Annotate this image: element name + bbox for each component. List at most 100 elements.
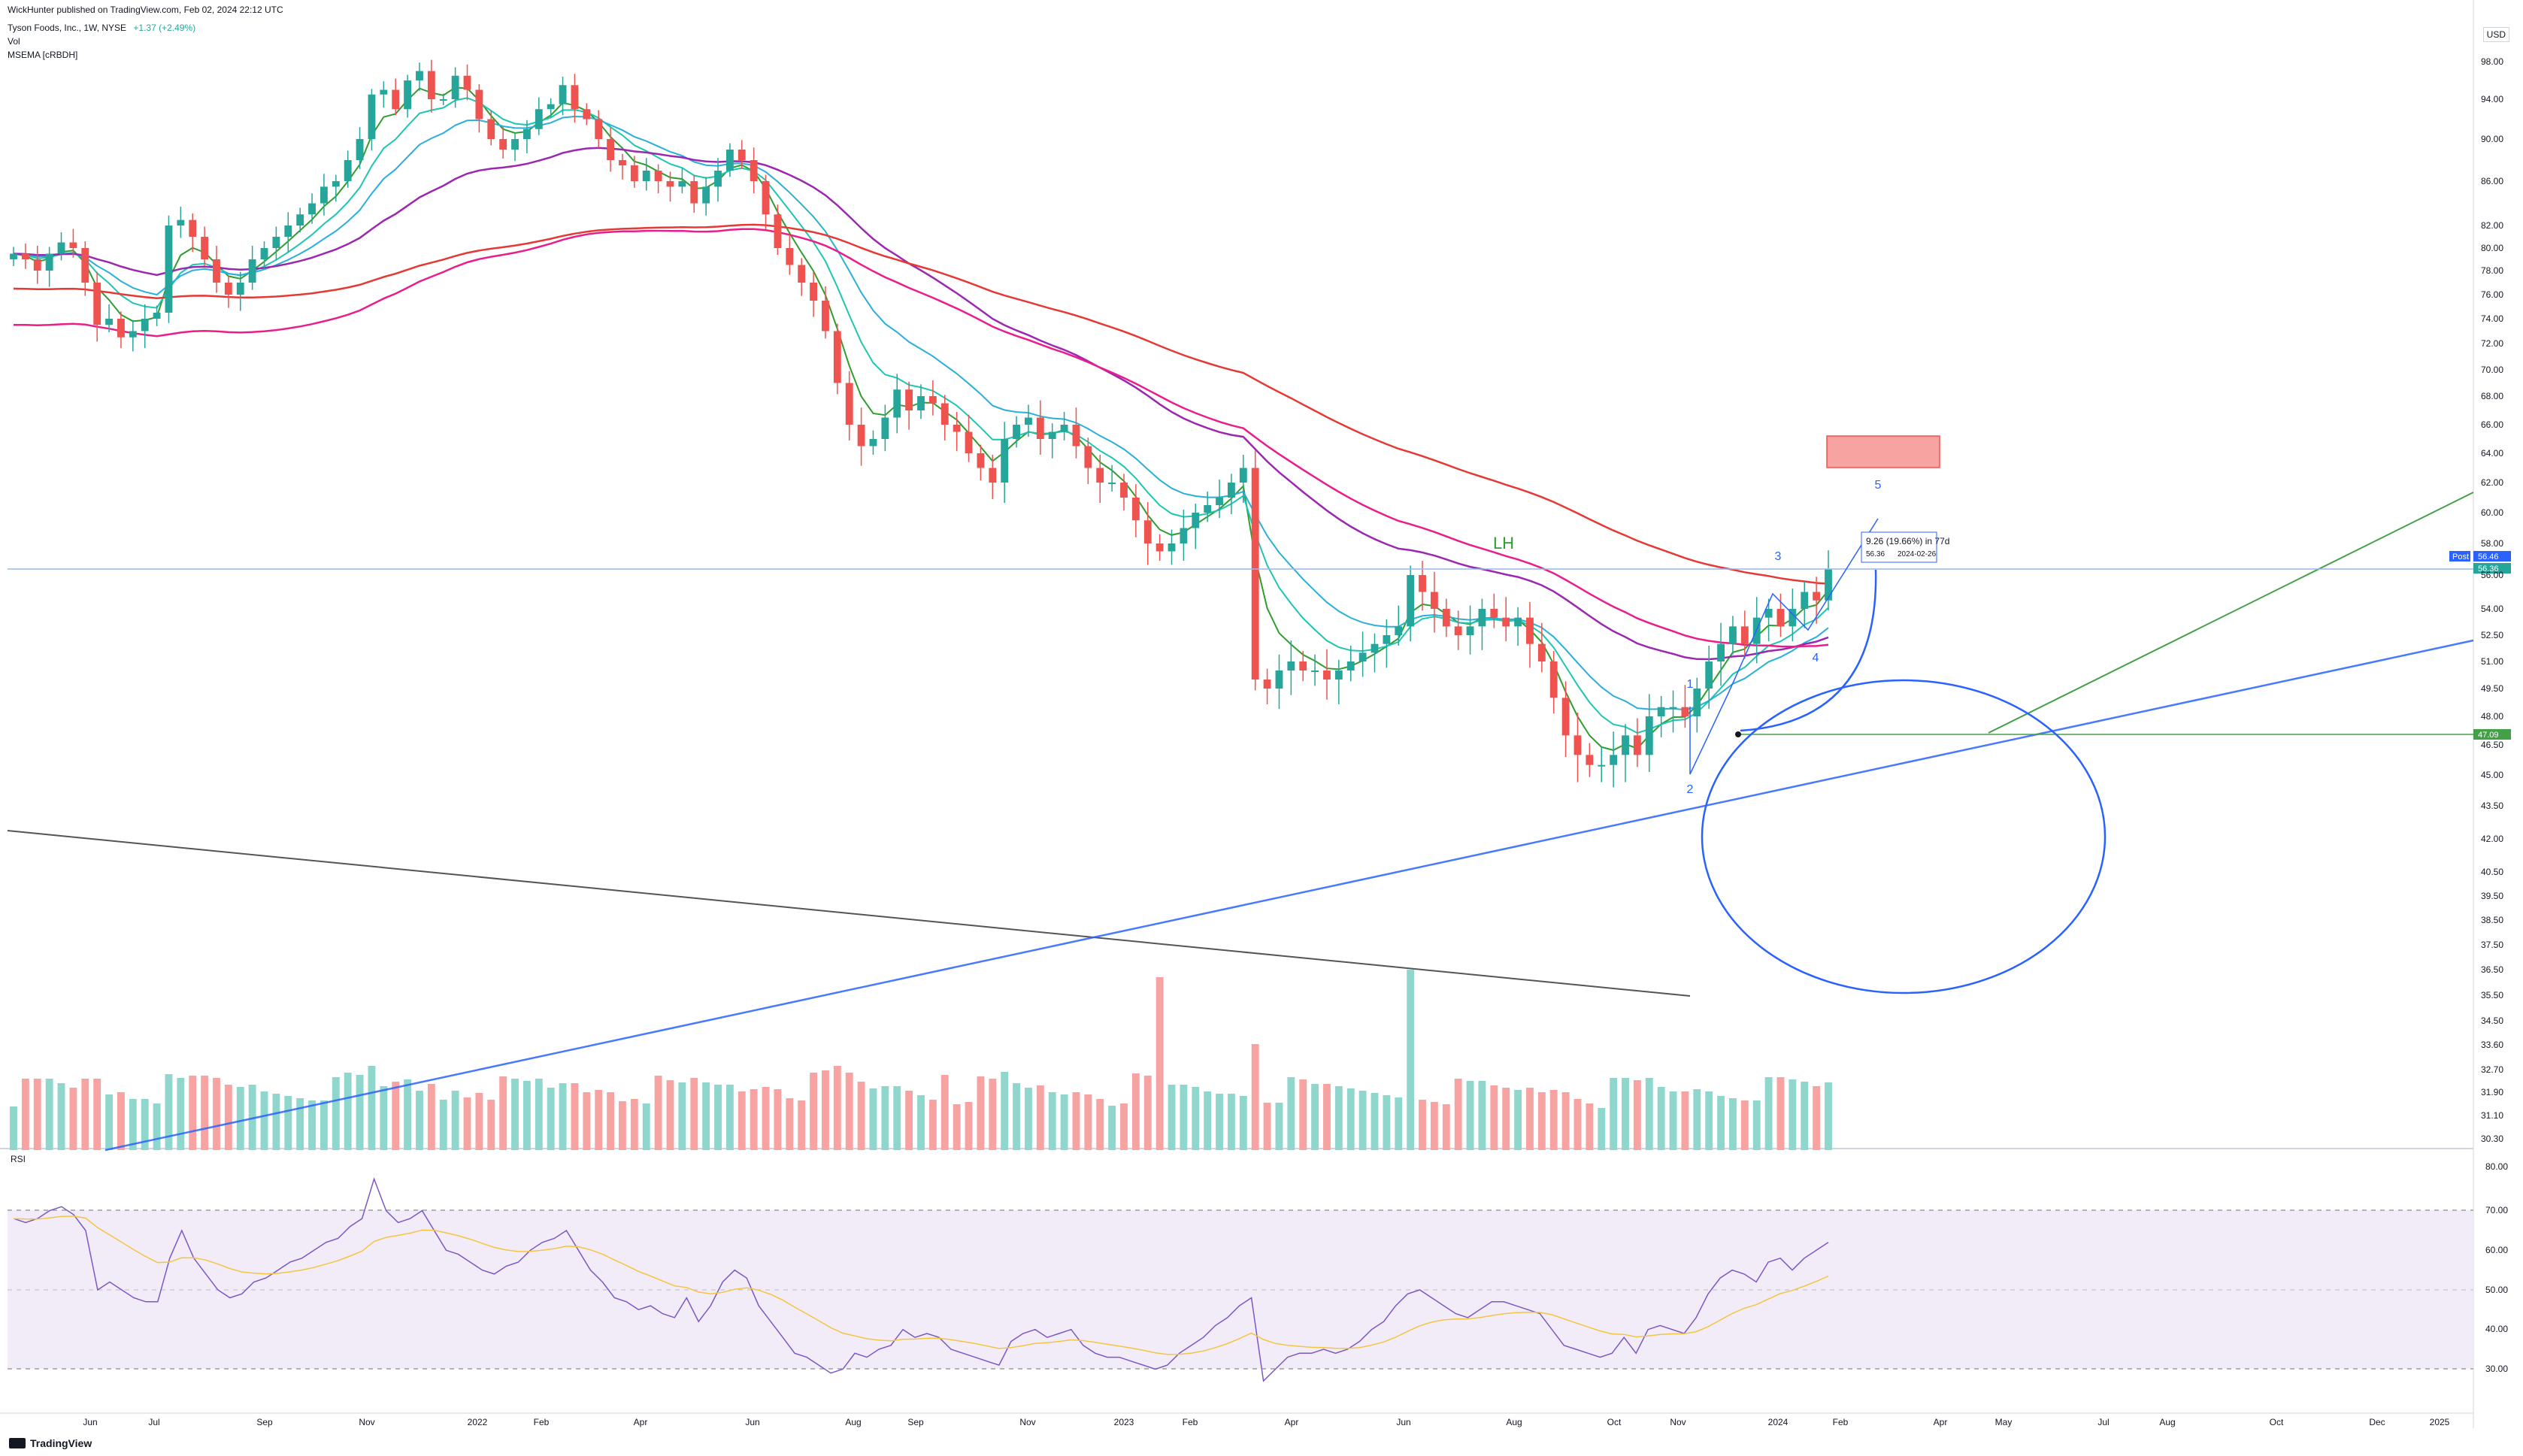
wave-2-label: 2 — [1687, 783, 1694, 796]
candle-body — [1036, 417, 1044, 439]
time-axis-label: Feb — [1833, 1417, 1849, 1427]
volume-bar — [1813, 1086, 1821, 1150]
volume-bar — [1180, 1085, 1188, 1150]
price-axis-label: 36.50 — [2481, 964, 2503, 975]
volume-bar — [1705, 1091, 1713, 1150]
volume-bar — [1633, 1080, 1641, 1150]
ema-slow-line — [13, 115, 1829, 711]
volume-bar — [1084, 1094, 1092, 1150]
volume-bar — [1789, 1079, 1797, 1150]
candle-body — [1084, 446, 1092, 468]
candle-body — [1598, 764, 1606, 767]
candle-body — [404, 80, 412, 110]
candle-body — [451, 75, 459, 99]
candle-body — [308, 203, 316, 215]
price-axis-label: 39.50 — [2481, 891, 2503, 901]
volume-bar — [833, 1066, 841, 1150]
currency-label[interactable]: USD — [2482, 27, 2509, 42]
indicator-legend[interactable]: MSEMA [cRBDH] — [8, 50, 78, 60]
candle-body — [547, 104, 555, 110]
volume-bar — [1454, 1079, 1462, 1150]
candle-body — [786, 248, 794, 265]
time-axis-label: Feb — [534, 1417, 550, 1427]
candle-body — [177, 219, 185, 226]
volume-bar — [1299, 1079, 1307, 1150]
price-axis-label: 35.50 — [2481, 990, 2503, 1000]
volume-bar — [1430, 1102, 1438, 1150]
volume-bar — [1514, 1090, 1522, 1150]
volume-bar — [774, 1089, 782, 1150]
volume-bar — [1740, 1100, 1749, 1150]
candle-body — [165, 226, 173, 313]
candle-body — [1740, 626, 1749, 644]
ema-magenta-line — [13, 228, 1829, 648]
candle-body — [296, 214, 304, 226]
volume-bar — [1323, 1084, 1331, 1150]
wave-path — [1689, 518, 1879, 775]
price-axis-label: 45.00 — [2481, 770, 2503, 780]
volume-bar — [1586, 1103, 1594, 1150]
candle-body — [1299, 661, 1307, 670]
volume-bar — [1419, 1100, 1426, 1150]
candle-body — [893, 389, 901, 418]
candle-body — [201, 237, 209, 259]
candle-body — [1645, 716, 1653, 755]
price-axis-label: 42.00 — [2481, 834, 2503, 844]
post-price: 56.46 — [2478, 552, 2499, 562]
candle-body — [725, 150, 734, 171]
candle-body — [595, 119, 603, 139]
volume-bar — [463, 1097, 471, 1150]
candle-body — [702, 186, 710, 204]
candle-body — [1001, 439, 1009, 483]
candle-body — [810, 283, 817, 301]
candle-body — [10, 253, 17, 259]
volume-bar — [1395, 1097, 1403, 1150]
volume-bar — [1048, 1092, 1056, 1150]
volume-bar — [1681, 1091, 1689, 1150]
volume-bar — [1001, 1072, 1009, 1150]
volume-bar — [1227, 1094, 1235, 1150]
volume-bar — [201, 1076, 209, 1150]
price-axis-label: 66.00 — [2481, 419, 2503, 430]
post-tag — [2449, 551, 2470, 562]
price-axis-label: 72.00 — [2481, 338, 2503, 349]
candle-body — [33, 259, 41, 271]
volume-bar — [1478, 1081, 1486, 1150]
volume-bar — [953, 1104, 961, 1150]
last-price-tag — [2473, 563, 2511, 574]
time-axis-label: Nov — [1019, 1417, 1035, 1427]
volume-bar — [928, 1100, 937, 1150]
candle-body — [1216, 498, 1223, 505]
volume-bar — [1776, 1077, 1785, 1150]
price-axis-label: 78.00 — [2481, 265, 2503, 276]
volume-bar — [236, 1087, 244, 1150]
volume-legend[interactable]: Vol — [8, 36, 20, 47]
volume-bar — [177, 1078, 185, 1150]
volume-bar — [213, 1078, 220, 1150]
candle-body — [1693, 689, 1701, 716]
price-axis-label: 38.50 — [2481, 915, 2503, 925]
volume-bar — [725, 1085, 734, 1150]
volume-bar — [642, 1103, 650, 1150]
candle-body — [1371, 643, 1379, 653]
volume-bar — [630, 1099, 638, 1150]
volume-bar — [117, 1092, 125, 1150]
candle-body — [1060, 425, 1068, 432]
volume-bar — [1490, 1085, 1498, 1150]
volume-bar — [1108, 1106, 1116, 1150]
candle-body — [905, 389, 913, 410]
volume-bar — [1072, 1092, 1080, 1150]
candle-body — [439, 99, 447, 101]
candle-body — [714, 171, 722, 187]
volume-bar — [1204, 1091, 1212, 1150]
candle-body — [1251, 468, 1259, 680]
rsi-legend[interactable]: RSI — [11, 1154, 26, 1164]
time-axis-label: Nov — [359, 1417, 374, 1427]
candle-body — [940, 403, 949, 425]
volume-bar — [1610, 1078, 1618, 1150]
volume-bar — [750, 1089, 758, 1150]
candle-body — [1705, 661, 1713, 689]
candle-body — [571, 85, 579, 110]
volume-bar — [105, 1094, 113, 1150]
